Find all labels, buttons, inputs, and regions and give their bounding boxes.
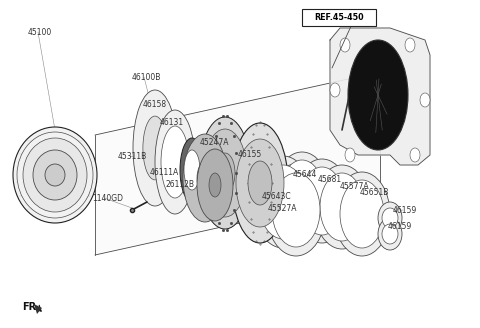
Ellipse shape <box>348 40 408 150</box>
Text: 45247A: 45247A <box>200 138 229 147</box>
Ellipse shape <box>17 132 93 218</box>
Ellipse shape <box>33 150 77 200</box>
Text: 46111A: 46111A <box>150 168 179 177</box>
Ellipse shape <box>45 164 65 186</box>
Text: 45681: 45681 <box>318 175 342 184</box>
Text: 45527A: 45527A <box>268 204 298 213</box>
Text: 45100: 45100 <box>28 28 52 37</box>
Ellipse shape <box>248 161 272 205</box>
Ellipse shape <box>13 127 97 223</box>
Polygon shape <box>330 28 430 165</box>
Ellipse shape <box>314 165 370 249</box>
Text: 46159: 46159 <box>393 206 417 215</box>
Text: 46100B: 46100B <box>132 73 161 82</box>
Ellipse shape <box>340 38 350 52</box>
Ellipse shape <box>184 150 200 190</box>
Ellipse shape <box>133 90 177 206</box>
Ellipse shape <box>382 224 398 244</box>
Polygon shape <box>95 72 380 255</box>
Ellipse shape <box>280 160 324 228</box>
Text: 45643C: 45643C <box>262 192 292 201</box>
Ellipse shape <box>183 134 227 222</box>
Ellipse shape <box>378 218 402 250</box>
Text: 45311B: 45311B <box>118 152 147 161</box>
Text: 1140GD: 1140GD <box>92 194 123 203</box>
Ellipse shape <box>300 167 344 235</box>
FancyBboxPatch shape <box>302 9 376 26</box>
Text: 46131: 46131 <box>160 118 184 127</box>
Ellipse shape <box>203 129 247 217</box>
Text: 46159: 46159 <box>388 222 412 231</box>
Text: FR.: FR. <box>22 302 40 312</box>
Polygon shape <box>34 304 42 314</box>
Text: 45577A: 45577A <box>340 182 370 191</box>
Ellipse shape <box>320 173 364 241</box>
Text: 46155: 46155 <box>238 150 262 159</box>
Ellipse shape <box>232 123 288 243</box>
Text: REF.45-450: REF.45-450 <box>314 13 364 23</box>
Ellipse shape <box>274 152 330 236</box>
Text: 46158: 46158 <box>143 100 167 109</box>
Ellipse shape <box>209 173 221 197</box>
Ellipse shape <box>410 148 420 162</box>
Ellipse shape <box>236 139 284 227</box>
Text: 45644: 45644 <box>293 170 317 179</box>
Ellipse shape <box>405 38 415 52</box>
Ellipse shape <box>259 165 307 239</box>
Ellipse shape <box>382 208 398 228</box>
Ellipse shape <box>215 153 235 193</box>
Text: 26112B: 26112B <box>166 180 195 189</box>
Text: 45651B: 45651B <box>360 188 389 197</box>
Ellipse shape <box>180 138 204 202</box>
Ellipse shape <box>23 138 87 212</box>
Ellipse shape <box>197 149 233 221</box>
Ellipse shape <box>253 156 313 248</box>
Ellipse shape <box>272 173 320 247</box>
Ellipse shape <box>334 172 390 256</box>
Ellipse shape <box>143 116 167 180</box>
Ellipse shape <box>266 164 326 256</box>
Ellipse shape <box>345 148 355 162</box>
Ellipse shape <box>420 93 430 107</box>
Ellipse shape <box>197 162 213 194</box>
Ellipse shape <box>340 180 384 248</box>
Ellipse shape <box>294 159 350 243</box>
Ellipse shape <box>155 110 195 214</box>
Ellipse shape <box>378 202 402 234</box>
Ellipse shape <box>161 126 189 198</box>
Ellipse shape <box>199 117 251 229</box>
Ellipse shape <box>330 83 340 97</box>
